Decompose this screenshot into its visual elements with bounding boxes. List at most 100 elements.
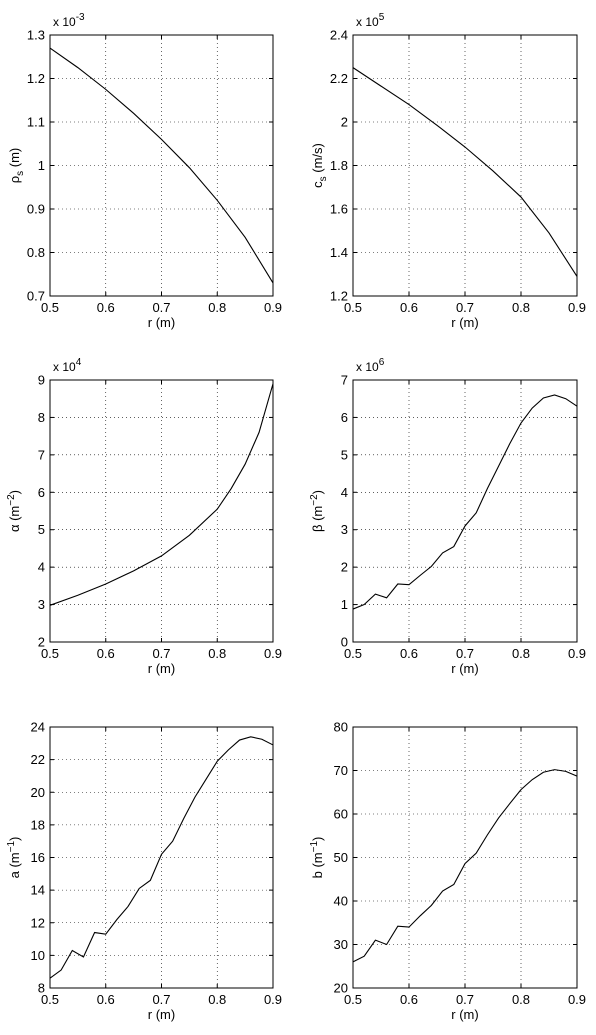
y-tick-label: 2 [38,635,45,650]
y-tick-label: 0.9 [27,202,45,217]
axes-frame [49,379,274,643]
y-tick-label: 2.2 [330,71,348,86]
y-label-symbol: b [310,871,325,878]
y-tick-label: 1 [341,597,348,612]
y-label-symbol: a [7,870,22,878]
y-tick-label: 0.7 [27,289,45,304]
y-tick-label: 2.4 [330,28,348,43]
x-tick-label: 0.6 [400,992,418,1007]
series-line-1 [49,47,274,284]
y-tick-label: 24 [31,720,45,735]
x-tick-label: 0.8 [512,992,530,1007]
y-label-unit: (m/s) [310,143,325,176]
axes-frame [49,726,274,989]
x-tick-label: 0.7 [152,646,170,661]
y-axis-label: β (m−2) [309,490,325,532]
chart-panel-5: 0.5 0.6 0.7 0.8 0.9 8 10 12 14 16 18 20 22 24 r (m) a (… [6,720,282,1023]
y-axis-label: cs (m/s) [310,143,329,188]
x-axis-label: r (m) [148,315,175,330]
y-label-unit: (m [7,506,22,525]
y-tick-label: 2 [341,115,348,130]
y-tick-label: 7 [38,447,45,462]
x-tick-label: 0.9 [264,646,282,661]
y-tick-label: 22 [31,752,45,767]
series-line-1 [49,383,274,606]
y-tick-label: 16 [31,850,45,865]
x-tick-label: 0.5 [41,992,59,1007]
y-tick-label: 14 [31,883,45,898]
y-label-unit: (m [310,506,325,525]
y-tick-label: 30 [334,937,348,952]
y-label-symbol: ρ [7,176,22,183]
y-label-unit: (m [7,852,22,871]
y-tick-label: 9 [38,373,45,388]
series-line-1 [49,736,274,979]
x-tick-label: 0.5 [41,300,59,315]
y-tick-label: 7 [341,373,348,388]
x-tick-label: 0.6 [97,300,115,315]
y-axis-label: a (m−1) [6,837,22,879]
multiplier-exponent: 4 [76,357,82,368]
x-tick-label: 0.6 [97,992,115,1007]
y-tick-label: 4 [38,560,45,575]
y-tick-label: 18 [31,817,45,832]
y-label-symbol: c [310,181,325,188]
y-tick-label: 6 [341,410,348,425]
x-tick-label: 0.5 [344,300,362,315]
x-tick-label: 0.8 [208,646,226,661]
series-line-1 [352,769,578,963]
multiplier-base: x 10 [53,15,76,29]
x-tick-label: 0.6 [97,646,115,661]
y-tick-label: 1.4 [330,245,348,260]
y-tick-label: 3 [38,597,45,612]
x-tick-label: 0.8 [208,992,226,1007]
axes-frame [352,726,578,989]
y-label-exponent: −2 [309,494,320,506]
y-label-symbol: β [310,525,325,532]
y-tick-label: 50 [334,850,348,865]
x-axis-label: r (m) [451,315,478,330]
y-axis-label: ρs (m) [7,148,26,184]
x-tick-label: 0.5 [344,992,362,1007]
y-tick-label: 1.2 [330,289,348,304]
y-tick-label: 70 [334,763,348,778]
y-tick-label: 1.2 [27,71,45,86]
y-axis-label: α (m−2) [6,490,22,532]
y-tick-label: 60 [334,807,348,822]
y-label-unit-close: ) [7,490,22,494]
multiplier-base: x 10 [356,360,379,374]
y-label-exponent: −2 [6,494,17,506]
y-label-unit-close: ) [310,837,325,841]
x-tick-label: 0.9 [568,992,586,1007]
y-axis-label: b (m−1) [309,837,325,879]
y-label-unit-close: ) [310,490,325,494]
x-tick-label: 0.8 [512,646,530,661]
y-tick-label: 0.8 [27,245,45,260]
y-tick-label: 2 [341,560,348,575]
multiplier-base: x 10 [53,360,76,374]
y-label-exponent: −1 [309,841,320,853]
x-tick-label: 0.5 [344,646,362,661]
axis-multiplier: x 105 [356,12,385,29]
x-tick-label: 0.7 [152,300,170,315]
x-tick-label: 0.6 [400,300,418,315]
axes-frame [49,34,274,297]
y-tick-label: 5 [38,522,45,537]
y-tick-label: 6 [38,485,45,500]
x-tick-label: 0.6 [400,646,418,661]
y-label-unit: (m [310,852,325,871]
y-tick-label: 10 [31,948,45,963]
chart-panel-1: 0.5 0.6 0.7 0.8 0.9 0.7 0.8 0.9 1 1.1 1.2 1.3 r (m) ρ… [7,12,282,330]
y-tick-label: 5 [341,447,348,462]
y-tick-label: 1 [38,158,45,173]
multiplier-base: x 10 [356,15,379,29]
y-tick-label: 0 [341,635,348,650]
x-axis-label: r (m) [148,661,175,676]
y-tick-label: 3 [341,522,348,537]
x-tick-label: 0.7 [152,992,170,1007]
x-tick-label: 0.7 [456,300,474,315]
multiplier-exponent: -3 [76,12,85,23]
chart-panel-2: 0.5 0.6 0.7 0.8 0.9 1.2 1.4 1.6 1.8 2 2.2 2.4 r (m) c… [310,12,586,330]
y-tick-label: 1.8 [330,158,348,173]
